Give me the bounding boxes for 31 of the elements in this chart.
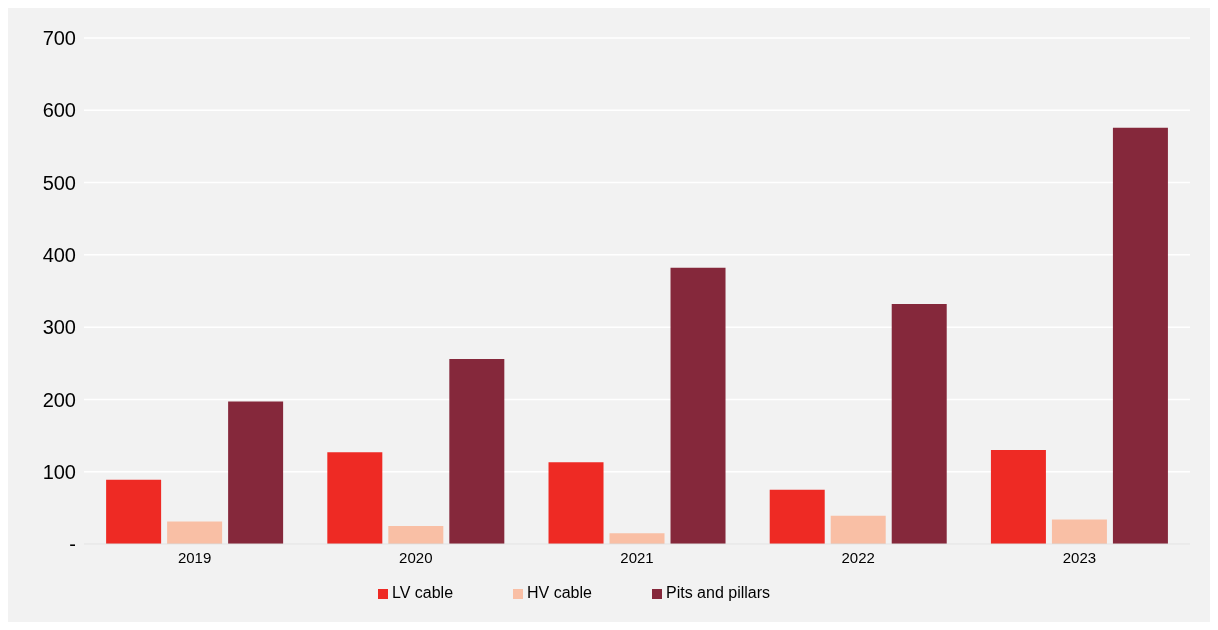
bar	[167, 521, 223, 544]
bar	[106, 479, 162, 544]
y-tick-label: 200	[42, 388, 76, 411]
y-tick-label: 400	[42, 243, 76, 266]
x-tick-label: 2020	[399, 548, 433, 566]
y-tick-label: 600	[42, 99, 76, 122]
x-tick-label: 2023	[1062, 548, 1097, 566]
legend-label: Pits and pillars	[665, 584, 771, 601]
bar	[228, 401, 284, 544]
bar	[1051, 519, 1107, 544]
bar	[388, 525, 444, 544]
legend-label: LV cable	[391, 584, 454, 601]
y-tick-label: 300	[42, 316, 76, 339]
bar	[449, 358, 505, 544]
y-tick-label: -	[69, 533, 76, 556]
bar	[609, 533, 665, 544]
bar	[1112, 127, 1168, 544]
bar	[769, 489, 825, 544]
x-tick-label: 2022	[841, 548, 875, 566]
y-tick-label: 500	[42, 171, 76, 194]
bar	[990, 450, 1046, 544]
y-tick-label: 700	[42, 27, 76, 50]
bar	[327, 452, 383, 544]
bar	[670, 267, 726, 544]
y-tick-label: 100	[42, 460, 76, 483]
legend-label: HV cable	[527, 584, 592, 601]
bar	[830, 515, 886, 544]
bar	[548, 462, 604, 544]
x-tick-label: 2021	[620, 548, 654, 566]
bar	[891, 304, 947, 544]
x-tick-label: 2019	[177, 548, 212, 566]
